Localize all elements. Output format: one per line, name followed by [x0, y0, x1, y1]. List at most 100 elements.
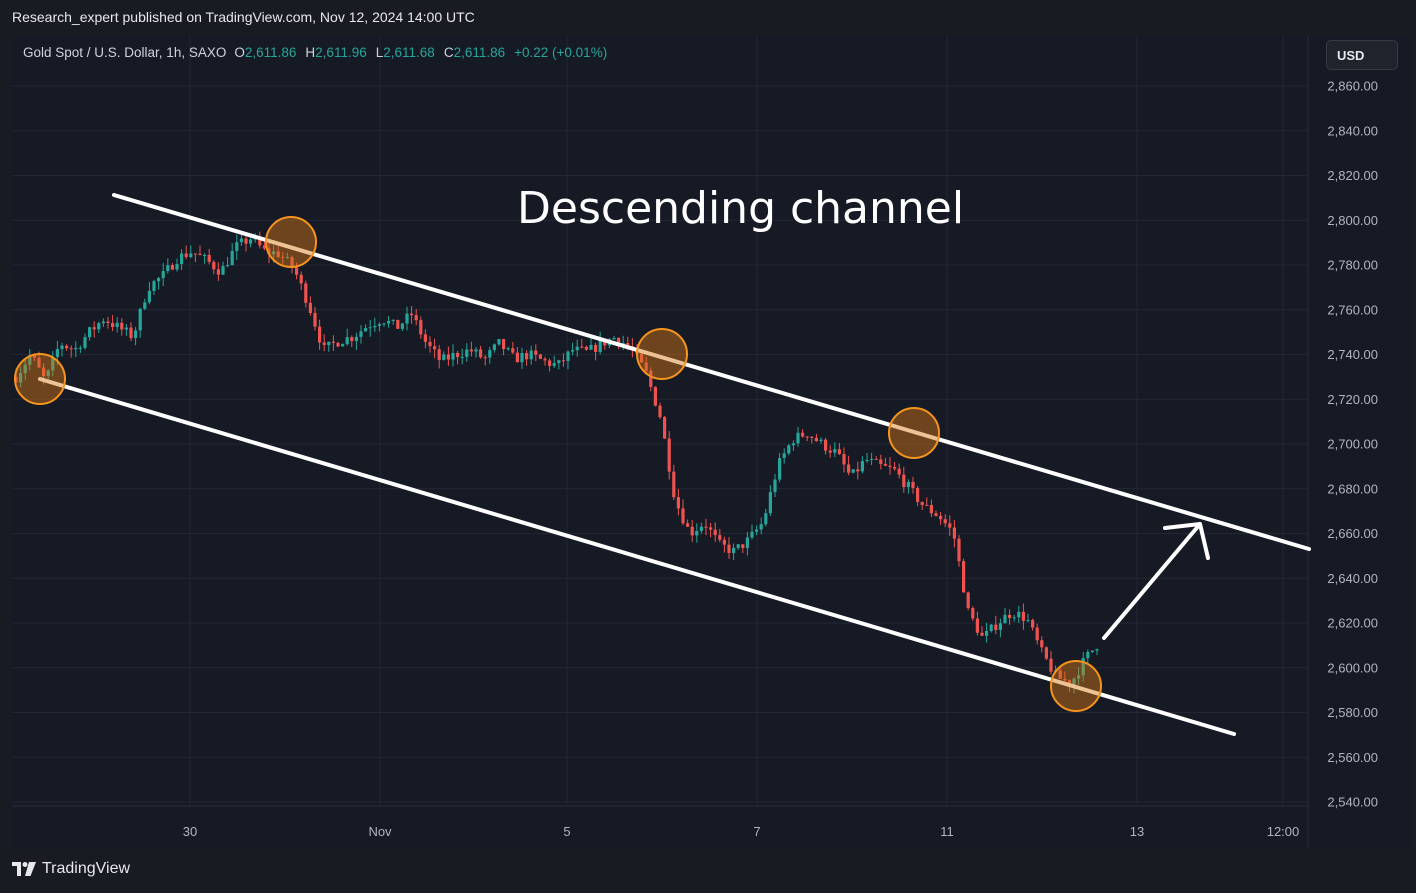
- price-tick-label: 2,740.00: [1327, 347, 1378, 362]
- candle-down: [331, 341, 335, 343]
- candle-down: [801, 432, 805, 437]
- price-tick-label: 2,540.00: [1327, 795, 1378, 810]
- candle-down: [193, 253, 197, 255]
- touch-circles: [14, 216, 1102, 712]
- candle-up: [28, 355, 32, 365]
- candle-up: [773, 479, 777, 493]
- price-tick-label: 2,720.00: [1327, 392, 1378, 407]
- candle-up: [221, 266, 225, 275]
- channel-lower-line[interactable]: [38, 377, 1236, 736]
- candle-down: [874, 458, 878, 460]
- candle-up: [175, 264, 179, 270]
- price-tick-label: 2,760.00: [1327, 302, 1378, 317]
- candle-down: [414, 315, 418, 321]
- candle-up: [745, 537, 749, 548]
- candle-up: [520, 353, 524, 363]
- candle-down: [690, 526, 694, 536]
- touch-point-circle: [1050, 660, 1102, 712]
- candle-up: [755, 529, 759, 532]
- price-axis[interactable]: [1308, 36, 1412, 848]
- projection-arrowhead: [1163, 522, 1210, 560]
- candle-down: [336, 342, 340, 347]
- candle-up: [759, 524, 763, 530]
- candle-down: [42, 367, 46, 377]
- projection-arrow-shaft: [1102, 522, 1202, 640]
- candle-down: [727, 544, 731, 553]
- candle-up: [1017, 611, 1021, 618]
- candle-down: [640, 353, 644, 363]
- candle-down: [713, 529, 717, 536]
- candle-down: [423, 334, 427, 342]
- candle-down: [308, 302, 312, 313]
- candle-down: [120, 322, 124, 330]
- price-tick-labels: 2,860.00 2,840.00 2,820.00 2,800.00 2,780.00…: [1327, 79, 1378, 810]
- candle-up: [589, 344, 593, 350]
- candle-up: [787, 445, 791, 454]
- candle-down: [437, 349, 441, 360]
- candle-down: [902, 474, 906, 488]
- candle-up: [851, 469, 855, 473]
- candle-down: [603, 340, 607, 346]
- candle-up: [474, 349, 478, 352]
- price-tick-label: 2,780.00: [1327, 258, 1378, 273]
- plot-area: [12, 36, 1308, 806]
- candle-up: [736, 544, 740, 548]
- candle-up: [598, 340, 602, 352]
- candle-up: [1077, 675, 1081, 679]
- candle-down: [69, 348, 73, 350]
- price-tick-label: 2,620.00: [1327, 616, 1378, 631]
- candle-up: [819, 439, 823, 442]
- close-key: C: [443, 45, 454, 60]
- tradingview-logo[interactable]: TradingView: [12, 860, 130, 878]
- candle-up: [377, 324, 381, 326]
- candle-up: [124, 327, 128, 330]
- candle-up: [147, 290, 151, 303]
- candle-down: [1035, 627, 1039, 641]
- candle-down: [883, 463, 887, 466]
- candle-up: [97, 323, 101, 330]
- candle-up: [732, 547, 736, 553]
- candle-up: [327, 341, 331, 346]
- candle-down: [948, 523, 952, 528]
- candle-up: [88, 327, 92, 338]
- candle-down: [649, 370, 653, 387]
- chart-pane[interactable]: Descending channel 2,860.00 2,840.00 2,820…: [12, 36, 1412, 848]
- candle-up: [235, 242, 239, 251]
- candle-up: [405, 313, 409, 324]
- candle-down: [681, 508, 685, 524]
- candle-down: [511, 348, 515, 353]
- candle-up: [387, 320, 391, 324]
- price-tick-label: 2,840.00: [1327, 123, 1378, 138]
- candle-down: [962, 561, 966, 593]
- currency-button[interactable]: USD: [1326, 40, 1398, 70]
- candle-down: [561, 360, 565, 362]
- candle-down: [594, 344, 598, 352]
- time-tick-label: 13: [1130, 824, 1144, 839]
- candle-down: [644, 362, 648, 371]
- candle-down: [32, 355, 36, 358]
- symbol-legend[interactable]: Gold Spot / U.S. Dollar, 1h, SAXO O 2,611…: [23, 45, 616, 60]
- candle-up: [985, 630, 989, 636]
- candle-down: [957, 538, 961, 562]
- time-axis[interactable]: [12, 806, 1308, 848]
- candle-up: [115, 322, 119, 328]
- candle-down: [980, 632, 984, 636]
- candle-up: [465, 349, 469, 357]
- price-chart[interactable]: Descending channel 2,860.00 2,840.00 2,820…: [12, 36, 1412, 848]
- tradingview-brand: TradingView: [42, 860, 131, 877]
- time-tick-label: Nov: [368, 824, 392, 839]
- candle-down: [658, 405, 662, 418]
- touch-point-circle: [636, 328, 688, 380]
- candle-down: [198, 253, 202, 256]
- candle-down: [212, 261, 216, 270]
- candle-down: [525, 353, 529, 360]
- candle-up: [1081, 658, 1085, 676]
- candle-down: [1040, 640, 1044, 648]
- symbol-name[interactable]: Gold Spot / U.S. Dollar, 1h, SAXO: [23, 45, 227, 60]
- candle-up: [1086, 651, 1090, 659]
- projection-arrow[interactable]: [1102, 522, 1210, 640]
- candle-up: [19, 373, 23, 383]
- candle-up: [60, 345, 64, 350]
- candle-up: [451, 352, 455, 360]
- candle-up: [382, 323, 386, 325]
